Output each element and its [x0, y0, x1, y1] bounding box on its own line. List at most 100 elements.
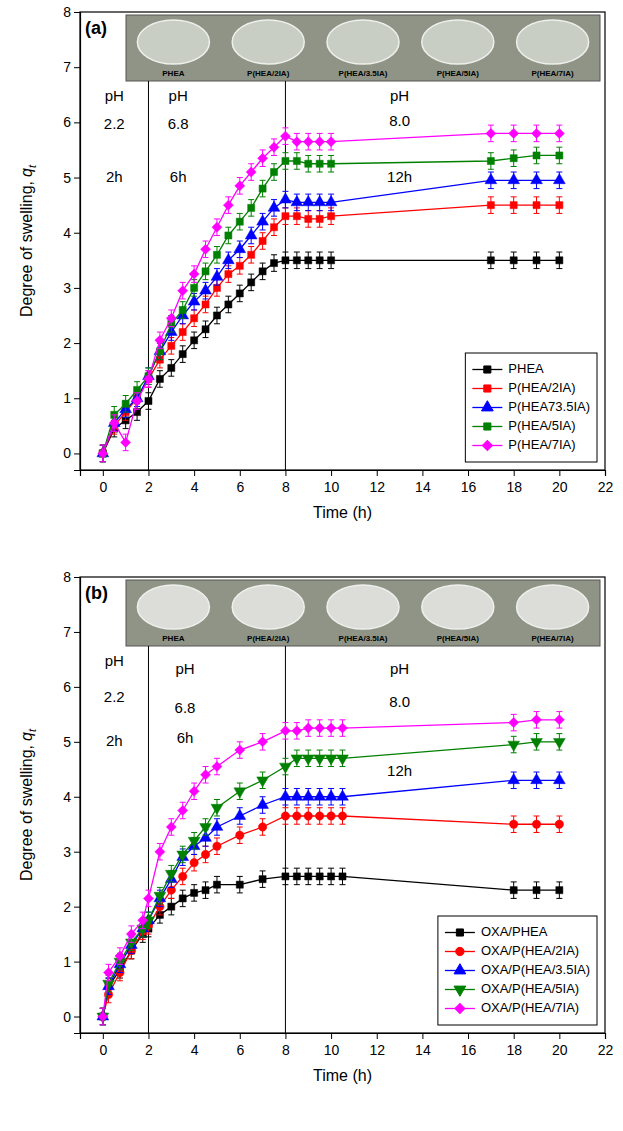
x-tick-mark	[331, 1033, 332, 1039]
y-tick-label: 7	[63, 624, 71, 640]
error-bar	[271, 219, 277, 236]
y-tick-label: 1	[63, 954, 71, 970]
series-marker	[553, 738, 565, 748]
series-marker	[168, 364, 175, 371]
series-marker	[305, 215, 312, 222]
legend-key-marker	[484, 385, 491, 392]
annotation: 12h	[387, 168, 412, 185]
photo-disc	[327, 20, 399, 64]
error-bar	[305, 155, 311, 172]
legend-box	[438, 916, 597, 1025]
series-marker	[248, 251, 255, 258]
error-bar	[168, 360, 174, 377]
x-tick-label: 16	[461, 1042, 477, 1058]
series-marker	[291, 755, 303, 765]
error-bar	[123, 396, 129, 413]
error-bar	[305, 252, 311, 269]
error-bar	[225, 227, 231, 244]
photo-disc	[517, 585, 589, 629]
series-marker	[270, 168, 277, 175]
annotation: pH	[105, 652, 124, 669]
series-marker	[225, 301, 232, 308]
figure: PHEAP(HEA/2IA)P(HEA/3.5IA)P(HEA/5IA)P(HE…	[0, 0, 623, 1131]
series-marker	[236, 881, 243, 888]
error-bar	[282, 868, 288, 884]
series-marker	[115, 951, 125, 961]
series-marker	[246, 167, 256, 177]
y-axis-title-symbol: q	[18, 168, 35, 177]
x-tick-mark	[377, 1033, 378, 1039]
series-marker	[121, 437, 131, 447]
series-marker	[258, 737, 268, 747]
series-marker	[326, 723, 336, 733]
y-tick-mark	[74, 288, 80, 289]
series-marker	[269, 142, 279, 152]
photo-disc	[137, 20, 209, 64]
x-axis-line	[81, 471, 606, 477]
panel-label: (b)	[85, 583, 108, 603]
series-marker	[533, 887, 540, 894]
series-marker	[259, 268, 266, 275]
series-marker	[212, 762, 222, 772]
x-tick-mark	[148, 470, 149, 476]
x-axis: 0246810121416182022	[81, 1033, 614, 1058]
error-bar	[534, 882, 540, 898]
series-marker	[282, 257, 289, 264]
series-marker	[328, 257, 335, 264]
error-bar	[317, 211, 323, 228]
y-tick: 6	[63, 114, 80, 130]
annotation: pH	[390, 87, 409, 104]
series-marker	[200, 284, 212, 294]
error-bar	[191, 332, 197, 349]
series-marker	[248, 204, 255, 211]
y-tick-label: 5	[63, 170, 71, 186]
series-marker	[200, 824, 212, 834]
x-tick-label: 10	[324, 479, 340, 495]
plot-frame	[80, 577, 605, 1033]
series-marker	[202, 326, 209, 333]
error-bar	[282, 252, 288, 269]
series-marker	[556, 257, 563, 264]
series-marker	[302, 196, 314, 206]
x-tick-mark	[468, 1033, 469, 1039]
series-marker	[316, 873, 323, 880]
panel-label: (a)	[85, 18, 107, 38]
x-tick-mark	[331, 470, 332, 476]
y-tick-label: 8	[63, 569, 71, 585]
y-tick-label: 4	[63, 789, 71, 805]
series-marker	[291, 790, 303, 800]
series-marker	[508, 174, 520, 184]
error-bar	[168, 898, 174, 914]
legend: PHEAP(HEA/2IA)P(HEA73.5IA)P(HEA/5IA)P(HE…	[465, 353, 597, 462]
error-bar	[294, 153, 300, 170]
series-marker	[191, 315, 198, 322]
series-marker	[282, 157, 289, 164]
error-bar	[511, 252, 517, 269]
series-marker	[305, 257, 312, 264]
series-marker	[555, 820, 563, 828]
annotation: 6h	[170, 168, 187, 185]
x-tick-mark	[103, 1033, 104, 1039]
series-marker	[257, 777, 269, 787]
error-bar	[180, 302, 186, 319]
series-marker	[178, 286, 188, 296]
y-tick-mark	[74, 122, 80, 123]
series-marker	[177, 850, 189, 860]
series-marker	[270, 224, 277, 231]
series-marker	[280, 726, 290, 736]
annotation: 8.0	[389, 693, 410, 710]
photo-label: P(HEA/2IA)	[247, 634, 290, 643]
series-marker	[236, 831, 244, 839]
y-tick: 0	[63, 1008, 80, 1024]
series-marker	[325, 755, 337, 765]
series-marker	[328, 213, 335, 220]
x-tick: 18	[506, 470, 522, 495]
series-marker	[293, 157, 300, 164]
series-marker	[305, 160, 312, 167]
series-marker	[510, 257, 517, 264]
legend-key-marker	[455, 1003, 465, 1013]
series-marker	[98, 1012, 108, 1022]
y-tick-label: 3	[63, 280, 71, 296]
x-tick: 14	[415, 470, 431, 495]
x-tick-label: 14	[415, 1042, 431, 1058]
